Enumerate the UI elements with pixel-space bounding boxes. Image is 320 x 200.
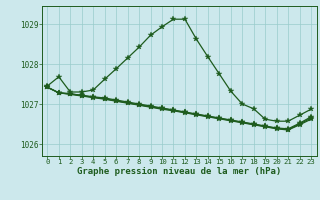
X-axis label: Graphe pression niveau de la mer (hPa): Graphe pression niveau de la mer (hPa) bbox=[77, 167, 281, 176]
